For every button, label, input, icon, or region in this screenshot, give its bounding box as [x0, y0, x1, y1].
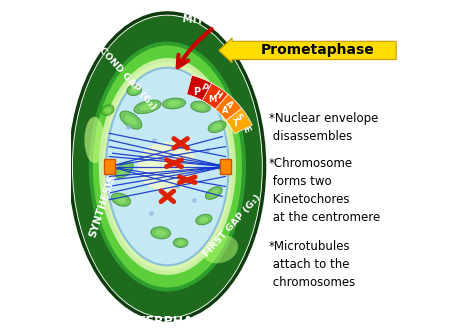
Text: P: P	[200, 82, 209, 93]
Wedge shape	[202, 83, 228, 109]
Ellipse shape	[116, 196, 126, 203]
Ellipse shape	[196, 214, 212, 225]
Ellipse shape	[106, 68, 229, 265]
Text: INTERPHASE: INTERPHASE	[123, 315, 211, 328]
Ellipse shape	[200, 217, 208, 222]
Ellipse shape	[130, 87, 138, 93]
Ellipse shape	[99, 58, 236, 275]
Text: SECOND GAP (G₂): SECOND GAP (G₂)	[88, 36, 157, 112]
Ellipse shape	[177, 240, 185, 245]
Ellipse shape	[84, 117, 104, 163]
Ellipse shape	[209, 189, 219, 196]
Ellipse shape	[168, 101, 181, 107]
Text: *Chromosome: *Chromosome	[268, 157, 353, 170]
FancyArrow shape	[219, 38, 396, 63]
Ellipse shape	[125, 115, 137, 125]
Ellipse shape	[134, 100, 161, 114]
Text: forms two: forms two	[268, 175, 331, 188]
Ellipse shape	[218, 162, 230, 171]
Text: Prometaphase: Prometaphase	[261, 43, 374, 57]
Ellipse shape	[127, 85, 141, 96]
Text: FIRST GAP (G₁): FIRST GAP (G₁)	[202, 193, 262, 259]
Ellipse shape	[140, 103, 155, 111]
Ellipse shape	[220, 164, 227, 169]
FancyBboxPatch shape	[220, 159, 231, 174]
Text: SYNTHESIS: SYNTHESIS	[88, 173, 118, 239]
Ellipse shape	[119, 165, 129, 174]
Text: *Microtubules: *Microtubules	[268, 239, 350, 253]
Text: MITO: MITO	[182, 14, 213, 27]
Text: attach to the: attach to the	[268, 258, 349, 271]
Wedge shape	[226, 108, 252, 134]
Text: M: M	[208, 95, 217, 105]
Text: at the centromere: at the centromere	[268, 211, 380, 224]
Ellipse shape	[89, 42, 246, 291]
Ellipse shape	[120, 111, 142, 129]
Ellipse shape	[73, 16, 262, 317]
Ellipse shape	[111, 193, 130, 206]
Text: disassembles: disassembles	[268, 130, 352, 143]
Wedge shape	[215, 94, 242, 121]
Text: S: S	[233, 112, 244, 122]
Ellipse shape	[137, 142, 197, 191]
Ellipse shape	[173, 238, 188, 247]
Ellipse shape	[191, 101, 210, 112]
Ellipse shape	[115, 162, 133, 178]
Text: P: P	[193, 87, 201, 97]
Ellipse shape	[208, 121, 226, 133]
Ellipse shape	[103, 62, 232, 271]
Text: T: T	[233, 120, 238, 129]
Ellipse shape	[93, 46, 242, 287]
Ellipse shape	[205, 187, 222, 199]
Ellipse shape	[163, 98, 185, 109]
Ellipse shape	[212, 124, 222, 130]
Text: H: H	[212, 90, 223, 101]
Text: chromosomes: chromosomes	[268, 276, 355, 289]
Ellipse shape	[203, 235, 238, 263]
Ellipse shape	[195, 104, 206, 110]
Ellipse shape	[101, 105, 114, 116]
Wedge shape	[187, 75, 212, 101]
Text: Kinetochores: Kinetochores	[268, 193, 349, 206]
Text: E: E	[241, 125, 251, 134]
Text: *Nuclear envelope: *Nuclear envelope	[268, 112, 378, 125]
Text: A: A	[223, 100, 234, 111]
Ellipse shape	[155, 229, 166, 236]
Text: A: A	[222, 106, 228, 115]
FancyBboxPatch shape	[104, 159, 115, 174]
Ellipse shape	[104, 107, 111, 113]
Ellipse shape	[151, 227, 171, 239]
